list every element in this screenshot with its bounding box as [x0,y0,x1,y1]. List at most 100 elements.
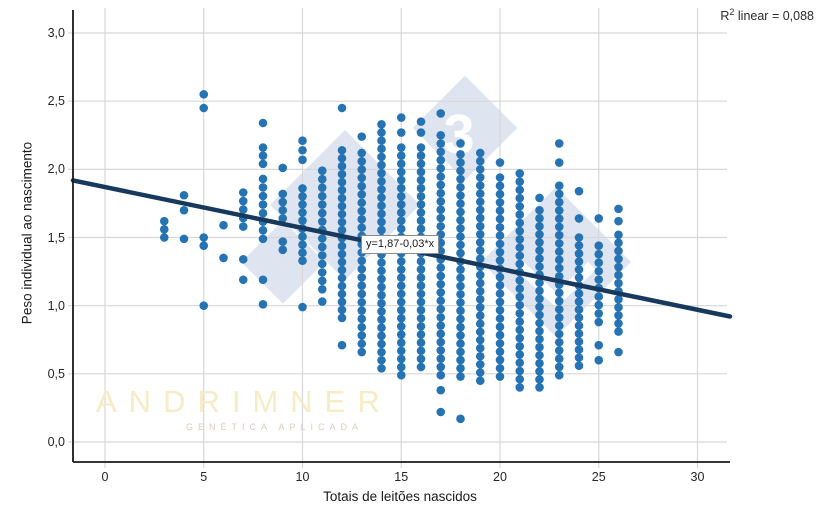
scatter-point [436,288,446,297]
scatter-point [238,188,248,197]
scatter-point [475,156,485,166]
scatter-point [594,317,604,327]
scatter-point [554,329,564,339]
scatter-point [495,305,505,315]
scatter-point [298,184,307,193]
scatter-point [396,113,406,122]
scatter-point [456,224,465,233]
scatter-point [554,247,564,256]
scatter-point [416,346,426,356]
scatter-point [416,183,426,193]
scatter-point [238,255,248,264]
scatter-point [456,248,465,258]
scatter-point [298,240,307,249]
scatter-point [396,322,406,331]
scatter-point [456,331,465,340]
scatter-point [377,209,386,219]
scatter-point [436,139,446,148]
scatter-point [396,297,406,307]
scatter-point [495,231,505,240]
scatter-point [594,300,604,310]
scatter-point [515,300,525,310]
scatter-point [258,174,268,184]
scatter-point [357,256,367,266]
scatter-point [258,234,268,244]
scatter-point [337,273,347,283]
scatter-point [535,326,544,336]
scatter-point [475,335,485,345]
scatter-point [298,136,307,146]
scatter-point [554,158,564,167]
scatter-point [574,233,584,242]
scatter-point [515,342,525,351]
scatter-point [475,376,485,385]
scatter-point [159,233,169,242]
scatter-point [317,217,327,226]
scatter-point [554,206,564,215]
y-tick-label: 2,5 [47,94,65,109]
scatter-point [475,221,485,231]
scatter-point [278,189,288,199]
scatter-point [535,334,544,344]
scatter-point [357,281,367,290]
scatter-point [298,200,307,209]
scatter-point [317,251,327,260]
scatter-point [495,247,505,257]
scatter-point [357,206,367,216]
scatter-point [377,176,386,186]
scatter-point [377,185,386,194]
scatter-point [515,284,525,293]
scatter-point [515,234,525,244]
scatter-point [475,311,485,320]
scatter-point [377,282,386,292]
scatter-point [456,372,465,381]
scatter-point [495,189,505,199]
scatter-point [614,270,623,280]
scatter-point [475,148,485,158]
x-tick-label: 15 [394,470,409,484]
scatter-point [515,218,525,228]
scatter-point [554,288,564,298]
scatter-point [219,220,228,230]
scatter-point [298,208,307,217]
scatter-point [416,289,426,299]
scatter-point [574,305,584,314]
scatter-point [456,355,465,365]
scatter-point [436,337,446,347]
scatter-point [456,281,465,291]
scatter-point [495,173,505,182]
scatter-point [574,257,584,266]
scatter-point [317,208,327,218]
y-tick-label: 0,0 [47,435,65,449]
scatter-point [377,315,386,324]
scatter-point [337,177,347,187]
scatter-point [594,214,604,223]
scatter-point [337,340,347,350]
scatter-point [396,183,406,193]
scatter-point [317,259,327,269]
scatter-point [574,273,584,282]
scatter-point [416,143,426,152]
scatter-point [238,205,248,214]
scatter-point [396,338,406,347]
scatter-point [614,278,623,288]
scatter-point [515,358,525,368]
scatter-point [416,159,426,169]
y-tick-label: 1,0 [47,298,65,313]
scatter-point [594,241,604,250]
scatter-point [396,151,406,160]
scatter-point [258,143,268,152]
scatter-point [535,254,544,263]
scatter-point [416,265,426,274]
scatter-point [535,238,544,247]
x-axis-title: Totais de leitões nascidos [323,489,477,504]
scatter-point [614,230,623,240]
scatter-point [298,256,307,265]
scatter-point [258,118,268,128]
scatter-point [416,305,426,315]
scatter-point [456,273,465,283]
scatter-point [535,375,544,384]
scatter-point [396,305,406,315]
scatter-point [377,331,386,341]
scatter-point [495,372,505,381]
